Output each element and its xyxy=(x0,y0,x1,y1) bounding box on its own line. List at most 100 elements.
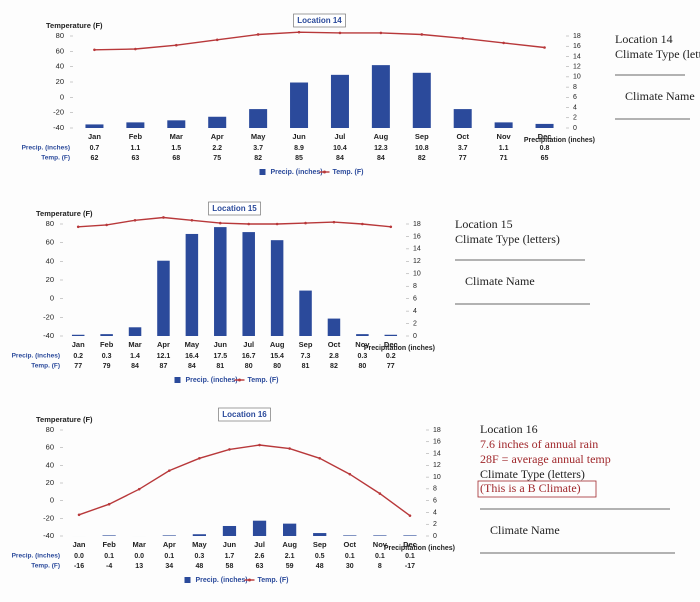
temp-point xyxy=(105,223,108,227)
table-cell: 0.0 xyxy=(134,553,144,560)
temp-point xyxy=(288,447,291,450)
table-cell: -4 xyxy=(106,563,112,570)
table-cell: 0.2 xyxy=(73,353,83,360)
table-cell: 12.3 xyxy=(374,145,388,152)
table-cell: 2.1 xyxy=(285,553,295,560)
precip-bar xyxy=(313,533,327,536)
temp-point xyxy=(247,222,251,226)
table-cell: 2.2 xyxy=(212,145,222,152)
chart-title: Location 15 xyxy=(212,204,257,213)
x-tick-label: Oct xyxy=(344,540,357,549)
y2-tick-label: 10 xyxy=(573,74,581,81)
x-tick-label: Feb xyxy=(102,540,116,549)
x-tick-label: Aug xyxy=(374,132,389,141)
table-cell: 0.1 xyxy=(104,553,114,560)
climograph: Location 14 Temperature (F) Precipitation … xyxy=(22,13,595,176)
temp-point xyxy=(190,218,194,222)
precip-bar xyxy=(373,535,387,536)
table-cell: 65 xyxy=(541,155,549,162)
x-tick-label: Jul xyxy=(243,340,254,349)
note-hint: (This is a B Climate) xyxy=(480,481,581,495)
precip-bar xyxy=(249,109,268,128)
table-cell: 77 xyxy=(459,155,467,162)
y2-tick-label: 2 xyxy=(433,521,437,528)
table-cell: 81 xyxy=(302,363,310,370)
table-cell: 82 xyxy=(254,155,262,162)
x-tick-label: Mar xyxy=(128,340,141,349)
temp-point xyxy=(162,216,165,219)
precip-bar xyxy=(327,318,341,336)
y2-tick-label: 18 xyxy=(573,33,581,40)
table-cell: 84 xyxy=(131,363,139,370)
table-cell: 1.1 xyxy=(499,145,509,152)
temp-point xyxy=(408,514,412,517)
table-cell: 0.3 xyxy=(102,353,112,360)
y2-tick-label: 4 xyxy=(433,509,437,516)
temp-point xyxy=(77,513,81,517)
table-cell: 13 xyxy=(135,563,143,570)
x-tick-label: Oct xyxy=(456,132,469,141)
legend-label: Temp. (F) xyxy=(258,577,289,584)
table-cell: 10.4 xyxy=(333,145,347,152)
precip-bar xyxy=(126,122,145,128)
x-tick-label: Dec xyxy=(384,340,398,349)
precip-bar xyxy=(100,334,113,336)
temp-point xyxy=(107,502,111,506)
precip-bar xyxy=(71,334,85,336)
temp-point xyxy=(461,37,465,40)
y2-axis-label: Precipitation (inches) xyxy=(364,345,435,352)
table-cell: 1.4 xyxy=(130,353,140,360)
table-cell: 0.1 xyxy=(345,553,355,560)
x-tick-label: Apr xyxy=(163,540,176,549)
y2-tick-label: 6 xyxy=(573,94,577,101)
legend-swatch-dot xyxy=(238,378,241,382)
table-cell: 63 xyxy=(131,155,139,162)
x-tick-label: Sep xyxy=(299,340,313,349)
temp-point xyxy=(275,222,279,226)
note-name-label: Climate Name xyxy=(490,523,560,537)
y2-tick-label: 6 xyxy=(433,498,437,505)
note-type-label: Climate Type (letters) xyxy=(480,467,585,481)
table-cell: 0.0 xyxy=(74,553,84,560)
temp-point xyxy=(133,218,137,222)
y-tick-label: 0 xyxy=(50,294,54,303)
y-tick-label: -40 xyxy=(43,331,54,340)
table-cell: 80 xyxy=(358,363,366,370)
table-cell: 62 xyxy=(91,155,99,162)
table-cell: 0.7 xyxy=(90,145,100,152)
table-cell: 1.5 xyxy=(171,145,181,152)
temp-point xyxy=(297,30,301,34)
precip-bar xyxy=(384,334,398,336)
x-tick-label: Aug xyxy=(270,340,285,349)
y2-tick-label: 2 xyxy=(573,115,577,122)
x-tick-label: Apr xyxy=(211,132,224,141)
table-row-label: Precip. (inches) xyxy=(22,145,70,152)
table-cell: 16.7 xyxy=(242,353,256,360)
y-axis-label: Temperature (F) xyxy=(36,209,93,218)
table-cell: -16 xyxy=(74,563,84,570)
table-cell: 82 xyxy=(330,363,338,370)
x-tick-label: Jul xyxy=(335,132,346,141)
note-name-label: Climate Name xyxy=(465,274,535,288)
legend-swatch-dot xyxy=(323,170,326,174)
y2-tick-label: 16 xyxy=(433,439,441,446)
temp-point xyxy=(338,31,342,35)
y-tick-label: 20 xyxy=(56,77,64,86)
note-type-label: Climate Type (letters) xyxy=(615,47,700,61)
y-tick-label: 60 xyxy=(46,238,54,247)
y2-tick-label: 0 xyxy=(413,333,417,340)
table-cell: 71 xyxy=(500,155,508,162)
precip-bar xyxy=(214,227,227,336)
table-row-label: Temp. (F) xyxy=(31,363,60,370)
table-row-label: Temp. (F) xyxy=(31,563,60,570)
note-title: Location 16 xyxy=(480,422,538,436)
precip-bar xyxy=(412,72,431,128)
precip-bar xyxy=(356,334,369,336)
table-cell: 0.1 xyxy=(405,553,415,560)
y2-tick-label: 2 xyxy=(413,320,417,327)
x-tick-label: Feb xyxy=(129,132,143,141)
x-tick-label: Apr xyxy=(157,340,170,349)
precip-bar xyxy=(330,74,349,128)
